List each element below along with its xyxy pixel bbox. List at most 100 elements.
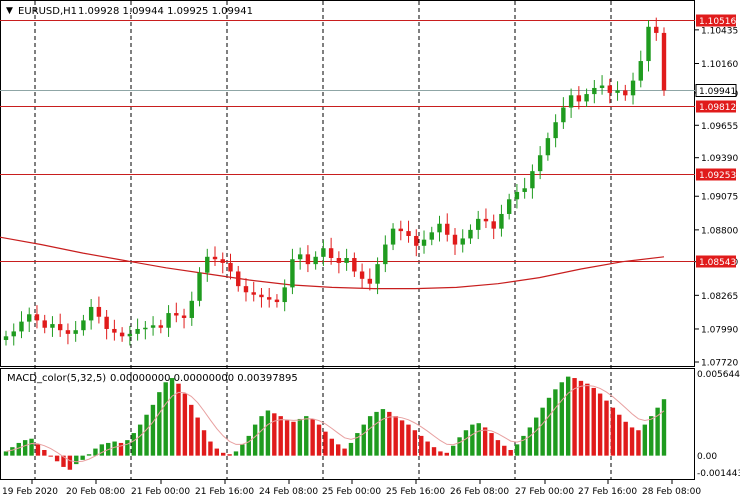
macd-bar xyxy=(201,430,207,456)
macd-bar xyxy=(348,442,354,456)
candle-body xyxy=(57,324,63,331)
macd-bar xyxy=(393,416,398,456)
time-axis[interactable]: 19 Feb 2020 20 Feb 08:00 21 Feb 00:00 21 Fe… xyxy=(2,480,701,497)
macd-bar xyxy=(540,407,545,456)
candle-body xyxy=(514,191,520,200)
candle-body xyxy=(50,324,55,328)
candle-body xyxy=(42,320,47,328)
macd-bar xyxy=(35,444,41,456)
macd-bar xyxy=(208,441,213,456)
candle-body xyxy=(584,94,589,102)
macd-bar xyxy=(323,431,328,456)
candle-body xyxy=(646,26,651,62)
time-axis-label: 27 Feb 16:00 xyxy=(578,487,637,497)
macd-bar xyxy=(355,433,360,456)
macd-bar xyxy=(182,393,188,456)
candle-body xyxy=(150,325,156,328)
macd-bar xyxy=(163,382,168,456)
macd-bar xyxy=(221,452,226,456)
macd-bar xyxy=(425,441,430,456)
macd-bar xyxy=(214,448,220,456)
macd-bar xyxy=(450,445,456,456)
macd-bar xyxy=(521,435,526,456)
candle-body xyxy=(607,85,613,93)
macd-scale-top: 0.0056447 xyxy=(697,370,740,380)
candle-body xyxy=(445,223,450,235)
candle-body xyxy=(81,320,86,331)
price-level-label: 1.09253 xyxy=(699,171,736,181)
candle-body xyxy=(205,256,210,273)
candle-body xyxy=(344,258,349,263)
macd-bar xyxy=(291,421,296,456)
candle-body xyxy=(545,138,551,156)
candle-body xyxy=(483,218,489,222)
time-axis-label: 27 Feb 00:00 xyxy=(515,487,574,497)
price-scale-label: 1.10160 xyxy=(701,60,738,70)
candle-body xyxy=(615,90,620,93)
candle-body xyxy=(181,315,187,318)
macd-scale-bottom: -0.001443 xyxy=(697,469,740,479)
candle-body xyxy=(112,328,117,333)
price-scale-label: 1.08265 xyxy=(701,292,738,302)
candle-body xyxy=(530,171,535,189)
macd-bar xyxy=(502,445,507,456)
macd-bar xyxy=(431,447,437,456)
macd-bar xyxy=(278,416,283,456)
macd-bar xyxy=(495,440,501,456)
vertical-grid xyxy=(34,1,612,479)
price-level-label-bg xyxy=(696,255,736,268)
candle-body xyxy=(73,330,78,334)
candle-body xyxy=(592,87,597,95)
macd-bar xyxy=(169,378,175,456)
macd-panel[interactable] xyxy=(0,368,695,480)
macd-bar xyxy=(144,414,149,456)
macd-bar xyxy=(585,383,590,456)
candle-body xyxy=(452,234,458,245)
macd-indicator-values: 0.00000000 0.00000000 0.00397895 xyxy=(110,373,298,384)
macd-bar xyxy=(649,416,654,456)
candle-body xyxy=(274,299,280,303)
macd-bar xyxy=(514,444,520,456)
price-scale[interactable]: 1.104351.101601.099201.096551.093901.090… xyxy=(695,26,738,369)
macd-bar xyxy=(22,440,28,456)
candle-body xyxy=(174,313,179,316)
candle-body xyxy=(623,90,628,96)
macd-bar xyxy=(80,455,85,460)
macd-bar xyxy=(597,393,603,456)
macd-bar xyxy=(48,455,53,457)
candle-body xyxy=(352,258,357,272)
candle-body xyxy=(251,292,256,295)
candle-body xyxy=(305,254,311,265)
candle-body xyxy=(437,223,442,233)
macd-bar xyxy=(10,447,15,456)
macd-bar xyxy=(399,420,405,456)
macd-bar xyxy=(93,448,98,456)
macd-bar xyxy=(361,424,366,456)
price-panel[interactable] xyxy=(0,0,695,367)
candle-body xyxy=(561,107,566,123)
macd-bar xyxy=(240,444,245,456)
candle-body xyxy=(228,262,233,272)
candle-body xyxy=(282,287,287,303)
macd-histogram xyxy=(3,376,667,470)
candles xyxy=(3,17,667,346)
price-level-label: 1.08543 xyxy=(699,258,736,268)
price-scale-label: 1.09390 xyxy=(701,154,738,164)
candle-body xyxy=(143,327,148,330)
macd-bar xyxy=(617,414,622,456)
candle-body xyxy=(336,258,342,263)
macd-bar xyxy=(655,407,660,456)
candle-body xyxy=(321,248,326,257)
macd-bar xyxy=(623,421,628,456)
candle-body xyxy=(429,232,434,240)
candle-body xyxy=(359,271,365,279)
time-axis-label: 28 Feb 08:00 xyxy=(642,487,701,497)
price-level-label-bg xyxy=(696,100,736,113)
macd-bar xyxy=(482,427,488,456)
candle-body xyxy=(398,228,403,232)
candle-body xyxy=(158,325,164,328)
macd-bar xyxy=(661,399,667,456)
candle-body xyxy=(27,314,32,322)
macd-bar xyxy=(508,449,513,456)
